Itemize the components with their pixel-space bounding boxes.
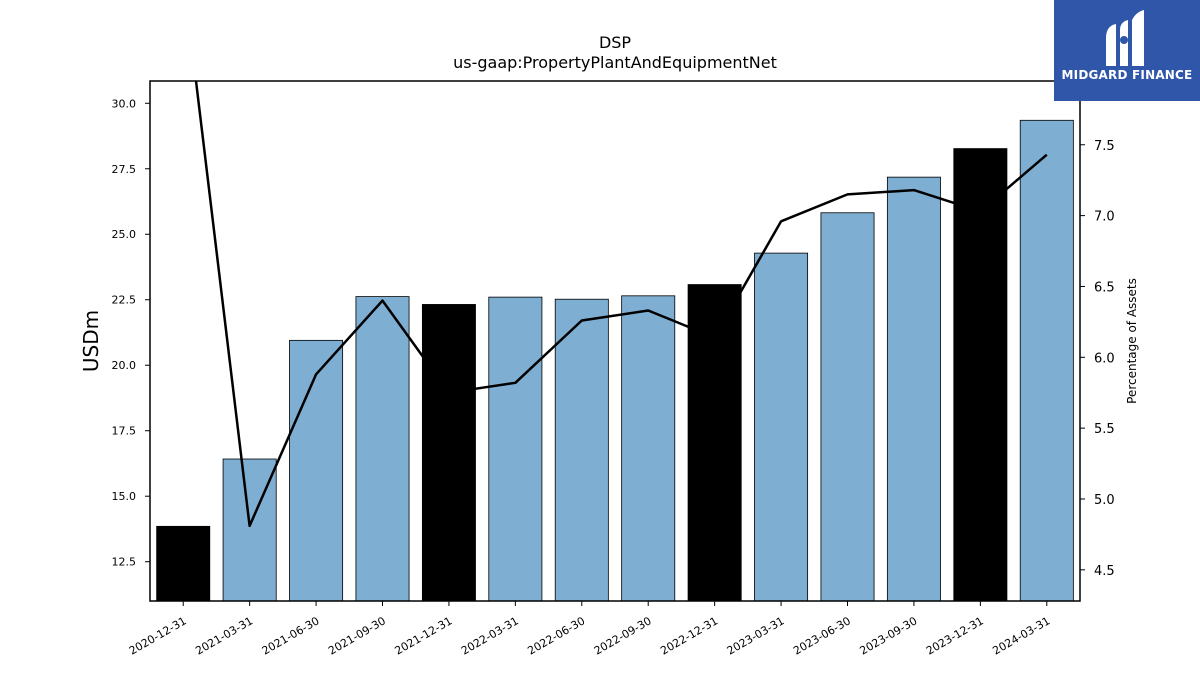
bar — [554, 298, 609, 602]
bar — [156, 525, 211, 602]
y-tick-label: 15.0 — [112, 490, 137, 503]
y-tick-label: 27.5 — [112, 163, 137, 176]
chart-subtitle: us-gaap:PropertyPlantAndEquipmentNet — [453, 53, 777, 72]
x-tick-label: 2021-06-30 — [260, 614, 322, 657]
chart-title: DSP — [599, 33, 631, 52]
bar — [621, 295, 676, 602]
y2-tick-label: 6.0 — [1094, 351, 1115, 366]
bar — [820, 212, 875, 602]
y-tick-label: 12.5 — [112, 556, 137, 569]
bar — [687, 284, 742, 602]
bar — [355, 296, 410, 602]
bar — [488, 296, 543, 602]
y-tick-label: 30.0 — [112, 97, 137, 110]
y-axis-left: 12.5 15.0 17.5 20.0 22.5 25.0 27.5 30.0 — [112, 97, 150, 569]
x-axis: 2020-12-31 2021-03-31 2021-06-30 2021-09-30… — [127, 601, 1052, 658]
x-tick-label: 2023-12-31 — [924, 614, 986, 657]
logo-mark-icon — [1106, 10, 1144, 66]
bar — [953, 148, 1008, 602]
x-tick-label: 2023-03-31 — [725, 614, 787, 657]
bar — [421, 304, 476, 602]
y-tick-label: 25.0 — [112, 228, 137, 241]
y-axis-label: USDm — [79, 310, 103, 372]
bar — [289, 339, 344, 602]
y2-tick-label: 5.0 — [1094, 493, 1115, 508]
x-tick-label: 2020-12-31 — [127, 614, 189, 657]
x-tick-label: 2022-12-31 — [658, 614, 720, 657]
plot-frame — [149, 80, 1081, 602]
y-tick-label: 22.5 — [112, 294, 137, 307]
line-group — [194, 81, 1048, 528]
bars-group — [156, 119, 1074, 602]
x-tick-label: 2021-12-31 — [393, 614, 455, 657]
bar — [886, 176, 941, 602]
y2-tick-label: 4.5 — [1094, 564, 1115, 579]
y-axis-right: 4.5 5.0 5.5 6.0 6.5 7.0 7.5 — [1080, 139, 1115, 579]
x-tick-label: 2023-06-30 — [791, 614, 853, 657]
bar — [754, 252, 809, 602]
y2-tick-label: 6.5 — [1094, 280, 1115, 295]
x-tick-label: 2024-03-31 — [990, 614, 1052, 657]
x-tick-label: 2023-09-30 — [858, 614, 920, 657]
y2-tick-label: 7.5 — [1094, 139, 1115, 154]
logo-text: MIDGARD FINANCE — [1061, 68, 1193, 82]
y-tick-label: 17.5 — [112, 425, 137, 438]
series-line — [194, 81, 1048, 528]
x-tick-label: 2022-09-30 — [592, 614, 654, 657]
y2-axis-label: Percentage of Assets — [1125, 278, 1139, 404]
y2-tick-label: 5.5 — [1094, 422, 1115, 437]
x-tick-label: 2021-03-31 — [193, 614, 255, 657]
x-tick-label: 2021-09-30 — [326, 614, 388, 657]
midgard-finance-logo: MIDGARD FINANCE — [1054, 0, 1200, 101]
x-tick-label: 2022-06-30 — [525, 614, 587, 657]
x-tick-label: 2022-03-31 — [459, 614, 521, 657]
bar — [1019, 119, 1074, 602]
y-tick-label: 20.0 — [112, 359, 137, 372]
y2-tick-label: 7.0 — [1094, 210, 1115, 225]
